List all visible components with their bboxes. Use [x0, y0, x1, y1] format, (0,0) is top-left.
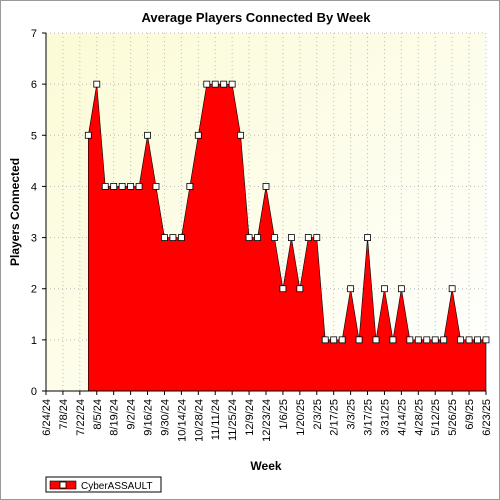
- y-tick-label: 0: [31, 386, 37, 398]
- y-tick-label: 7: [31, 28, 37, 40]
- data-point: [262, 183, 270, 190]
- data-point: [431, 336, 439, 344]
- data-point: [194, 131, 202, 139]
- x-tick-label: 7/22/24: [75, 399, 87, 436]
- data-point: [423, 336, 431, 344]
- x-tick-label: 7/8/24: [58, 399, 70, 430]
- x-tick-label: 2/17/25: [329, 399, 341, 436]
- data-point: [211, 80, 219, 88]
- legend-label: CyberASSAULT: [81, 481, 153, 492]
- x-tick-label: 3/17/25: [363, 399, 375, 436]
- data-point: [237, 131, 245, 139]
- data-point: [152, 183, 160, 190]
- data-point: [448, 285, 456, 293]
- x-tick-label: 4/14/25: [396, 399, 408, 436]
- data-point: [228, 80, 236, 88]
- data-point: [245, 234, 253, 241]
- data-point: [321, 336, 329, 344]
- x-tick-label: 1/20/25: [295, 399, 307, 436]
- y-tick-label: 1: [31, 335, 37, 347]
- y-tick-label: 5: [31, 130, 37, 142]
- y-tick-label: 3: [31, 233, 37, 245]
- data-point: [397, 285, 405, 293]
- data-point: [118, 183, 126, 190]
- data-point: [372, 336, 380, 344]
- data-point: [279, 285, 287, 293]
- data-point: [414, 336, 422, 344]
- data-point: [186, 183, 194, 190]
- x-tick-label: 5/12/25: [430, 399, 442, 436]
- data-point: [465, 336, 473, 344]
- x-axis-label: Week: [250, 459, 281, 473]
- chart-title: Average Players Connected By Week: [141, 10, 371, 25]
- data-point: [203, 80, 211, 88]
- x-tick-label: 3/3/25: [346, 399, 358, 430]
- x-tick-label: 12/23/24: [261, 399, 273, 442]
- data-point: [127, 183, 135, 190]
- y-axis-label: Players Connected: [8, 158, 22, 266]
- data-point: [457, 336, 465, 344]
- y-tick-label: 2: [31, 284, 37, 296]
- x-tick-label: 9/2/24: [126, 399, 138, 430]
- data-point: [101, 183, 109, 190]
- data-point: [389, 336, 397, 344]
- data-point: [161, 234, 168, 241]
- x-axis-ticks: 6/24/24 7/8/24 7/22/24 8/5/24 8/19/24 9/2/24 9…: [41, 391, 493, 442]
- data-point: [338, 336, 346, 344]
- x-tick-label: 5/26/25: [447, 399, 459, 436]
- x-tick-label: 10/14/24: [176, 399, 188, 442]
- data-point: [93, 80, 101, 88]
- x-tick-label: 12/9/24: [244, 399, 256, 436]
- y-tick-label: 6: [31, 79, 37, 91]
- y-axis-ticks: 0 1 2 3 4 5 6 7: [31, 28, 46, 398]
- data-point: [135, 183, 143, 190]
- data-point: [110, 183, 118, 190]
- x-tick-label: 2/3/25: [312, 399, 324, 430]
- data-point: [440, 336, 448, 344]
- y-tick-label: 4: [31, 181, 37, 193]
- data-point: [271, 234, 278, 241]
- x-tick-label: 4/28/25: [413, 399, 425, 436]
- data-point: [364, 234, 371, 241]
- data-point: [474, 336, 481, 344]
- data-point: [169, 234, 177, 241]
- data-point: [313, 234, 321, 241]
- x-tick-label: 11/11/24: [210, 399, 222, 440]
- x-tick-label: 6/9/25: [464, 399, 476, 430]
- series-markers: [84, 80, 490, 344]
- x-tick-label: 8/19/24: [109, 399, 121, 436]
- data-point: [287, 234, 295, 241]
- data-point: [254, 234, 261, 241]
- data-point: [177, 234, 185, 241]
- x-tick-label: 10/28/24: [193, 399, 205, 442]
- data-point: [355, 336, 363, 344]
- x-tick-label: 8/5/24: [92, 399, 104, 430]
- data-point: [144, 131, 151, 139]
- data-point: [330, 336, 338, 344]
- data-point: [84, 131, 92, 139]
- data-point: [482, 336, 490, 344]
- legend: CyberASSAULT: [45, 476, 162, 493]
- x-tick-label: 3/31/25: [379, 399, 391, 436]
- x-tick-label: 11/25/24: [227, 399, 239, 441]
- x-tick-label: 6/24/24: [41, 399, 53, 436]
- x-tick-label: 9/30/24: [159, 399, 171, 436]
- x-tick-label: 1/6/25: [278, 399, 290, 430]
- x-tick-label: 9/16/24: [143, 399, 155, 436]
- legend-marker: [59, 481, 67, 489]
- data-point: [296, 285, 304, 293]
- data-point: [220, 80, 228, 88]
- x-tick-label: 6/23/25: [481, 399, 493, 436]
- data-point: [347, 285, 355, 293]
- data-point: [304, 234, 312, 241]
- data-point: [381, 285, 388, 293]
- data-point: [406, 336, 414, 344]
